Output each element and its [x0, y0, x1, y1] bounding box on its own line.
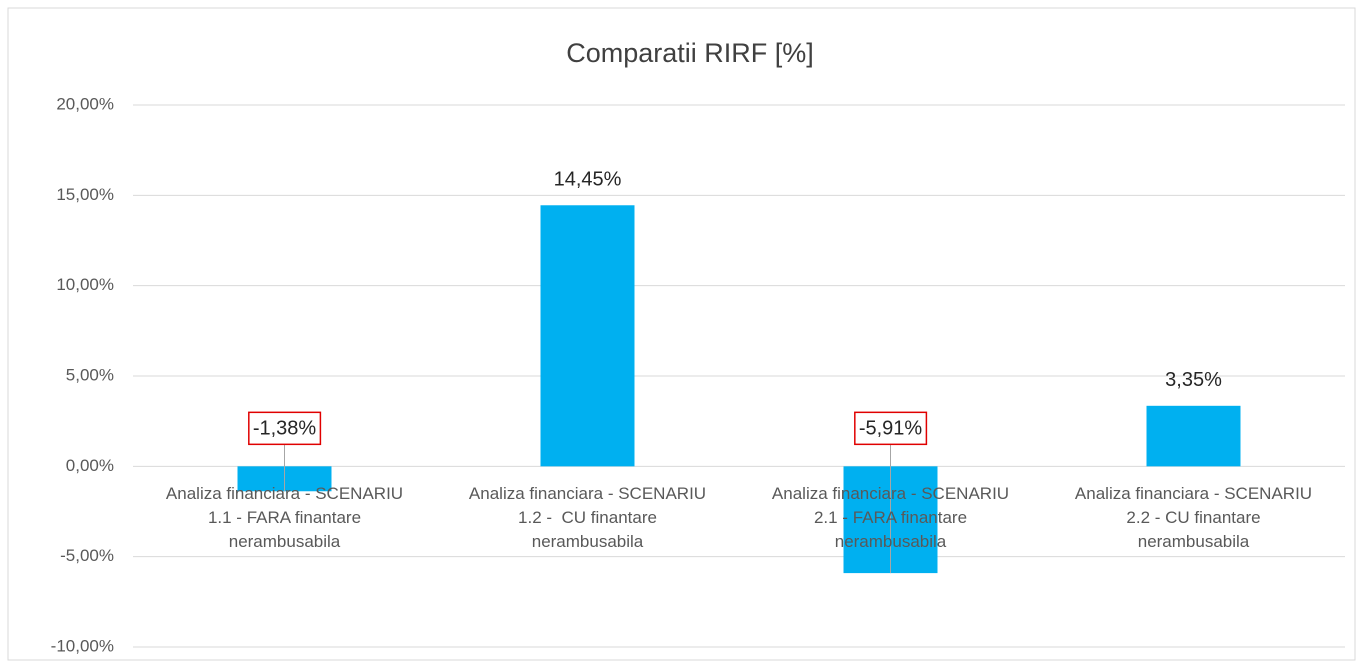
x-tick-label: Analiza financiara - SCENARIU 1.1 - FARA…: [165, 484, 408, 552]
data-label: 3,35%: [1165, 369, 1222, 391]
bar: [1146, 405, 1241, 467]
data-label: 14,45%: [554, 169, 622, 191]
y-tick-label: 10,00%: [56, 275, 114, 294]
data-label-box: [248, 411, 322, 446]
data-label: -5,91%: [859, 418, 923, 440]
x-tick-label: Analiza financiara - SCENARIU 2.2 - CU f…: [1074, 484, 1317, 552]
y-tick-label: 20,00%: [56, 94, 114, 113]
y-tick-label: 0,00%: [66, 456, 114, 475]
y-tick-label: -5,00%: [60, 546, 114, 565]
chart-border: [7, 7, 1356, 661]
data-label-box: [854, 411, 928, 446]
x-tick-label: Analiza financiara - SCENARIU 2.1 - FARA…: [771, 484, 1014, 552]
y-tick-label: -10,00%: [51, 636, 114, 655]
x-tick-label: Analiza financiara - SCENARIU 1.2 - CU f…: [468, 484, 711, 552]
bar: [540, 205, 635, 467]
chart-title: Comparatii RIRF [%]: [566, 38, 814, 68]
y-tick-label: 15,00%: [56, 185, 114, 204]
data-label: -1,38%: [253, 418, 317, 440]
y-tick-label: 5,00%: [66, 365, 114, 384]
